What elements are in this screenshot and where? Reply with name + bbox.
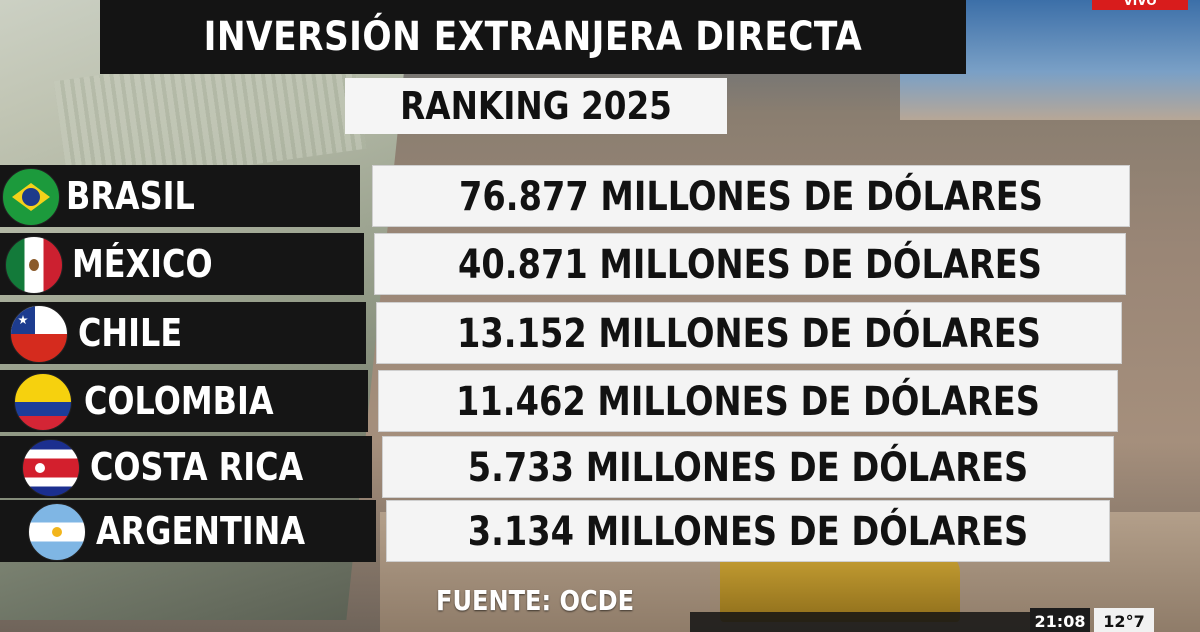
ranking-row: CHILE 13.152 MILLONES DE DÓLARES	[0, 302, 1200, 364]
country-name: COSTA RICA	[90, 445, 304, 489]
source-label: FUENTE: OCDE	[436, 584, 635, 617]
value-text: 3.134 MILLONES DE DÓLARES	[467, 509, 1029, 555]
title-banner: INVERSIÓN EXTRANJERA DIRECTA	[100, 0, 966, 74]
mexico-flag-icon	[5, 236, 63, 294]
temperature: 12°7	[1094, 608, 1154, 632]
live-badge: VIVO	[1092, 0, 1188, 10]
country-name: CHILE	[78, 311, 183, 355]
background-machine	[720, 552, 960, 622]
subtitle: RANKING 2025	[400, 84, 672, 128]
costa-rica-flag-icon	[22, 439, 80, 497]
chile-flag-icon	[10, 305, 68, 363]
country-name: COLOMBIA	[84, 379, 274, 423]
value-box: 5.733 MILLONES DE DÓLARES	[382, 436, 1114, 498]
value-box: 13.152 MILLONES DE DÓLARES	[376, 302, 1122, 364]
ranking-row: COLOMBIA 11.462 MILLONES DE DÓLARES	[0, 370, 1200, 432]
brazil-flag-icon	[2, 168, 60, 226]
ranking-row: ARGENTINA 3.134 MILLONES DE DÓLARES	[0, 500, 1200, 562]
value-text: 40.871 MILLONES DE DÓLARES	[458, 242, 1042, 288]
value-box: 3.134 MILLONES DE DÓLARES	[386, 500, 1110, 562]
clock: 21:08	[1030, 608, 1090, 632]
ranking-row: MÉXICO 40.871 MILLONES DE DÓLARES	[0, 233, 1200, 295]
value-box: 40.871 MILLONES DE DÓLARES	[374, 233, 1126, 295]
bottom-ticker-bar	[690, 612, 1030, 632]
value-text: 13.152 MILLONES DE DÓLARES	[457, 311, 1041, 357]
title: INVERSIÓN EXTRANJERA DIRECTA	[203, 14, 863, 60]
value-text: 76.877 MILLONES DE DÓLARES	[459, 174, 1043, 220]
ranking-row: BRASIL 76.877 MILLONES DE DÓLARES	[0, 165, 1200, 227]
country-name: MÉXICO	[72, 242, 213, 286]
subtitle-banner: RANKING 2025	[345, 78, 727, 134]
country-name: ARGENTINA	[96, 509, 306, 553]
value-text: 11.462 MILLONES DE DÓLARES	[456, 379, 1040, 425]
value-box: 11.462 MILLONES DE DÓLARES	[378, 370, 1118, 432]
value-box: 76.877 MILLONES DE DÓLARES	[372, 165, 1130, 227]
ranking-row: COSTA RICA 5.733 MILLONES DE DÓLARES	[0, 436, 1200, 498]
country-name: BRASIL	[66, 174, 195, 218]
argentina-flag-icon	[28, 503, 86, 561]
value-text: 5.733 MILLONES DE DÓLARES	[467, 445, 1029, 491]
colombia-flag-icon	[14, 373, 72, 431]
country-label-box	[0, 165, 360, 227]
